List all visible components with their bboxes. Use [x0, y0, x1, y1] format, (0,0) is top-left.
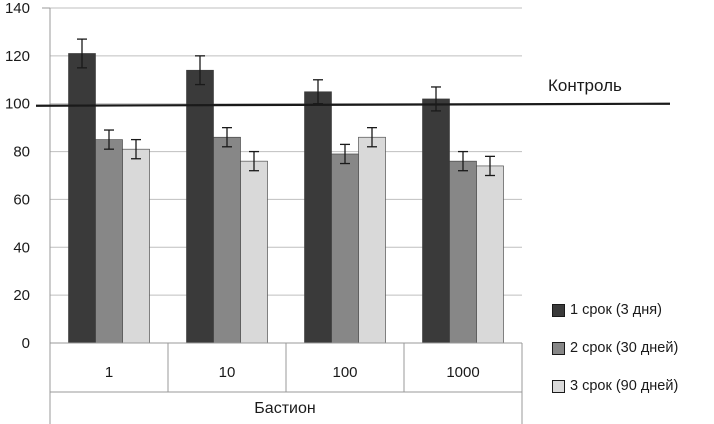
- legend-swatch-series-1: [552, 303, 565, 317]
- bar-series-3-cat-100: [358, 136, 386, 344]
- legend-swatch-series-2: [552, 341, 565, 355]
- y-tick-label-20: 20: [13, 287, 30, 304]
- bar-series-2-cat-1: [95, 139, 123, 344]
- bar-series-2-cat-10: [213, 136, 241, 344]
- bar-series-3-cat-10: [240, 160, 268, 344]
- y-tick-label-140: 140: [5, 0, 30, 17]
- legend-item-series-1: 1 срок (3 дня): [552, 300, 712, 320]
- bar-series-2-cat-100: [331, 153, 359, 344]
- reference-line: [35, 102, 671, 107]
- bar-series-3-cat-1: [122, 148, 150, 344]
- legend-label-series-3: 3 срок (90 дней): [570, 378, 679, 394]
- legend-item-series-2: 2 срок (30 дней): [552, 338, 712, 358]
- y-tick-label-100: 100: [5, 96, 30, 113]
- legend-item-series-3: 3 срок (90 дней): [552, 376, 712, 396]
- x-tick-label-100: 100: [332, 364, 357, 381]
- x-tick-label-1: 1: [105, 364, 113, 381]
- bar-series-1-cat-1000: [422, 98, 450, 344]
- y-tick-label-40: 40: [13, 239, 30, 256]
- y-tick-label-60: 60: [13, 191, 30, 208]
- legend-swatch-series-3: [552, 379, 565, 393]
- legend-label-series-1: 1 срок (3 дня): [570, 302, 662, 318]
- axes-layer: 0 20 40 60 80 100 120 140 1 10 100 1000: [5, 0, 523, 424]
- x-tick-label-1000: 1000: [446, 364, 479, 381]
- y-tick-label-0: 0: [22, 335, 30, 352]
- legend-label-series-2: 2 срок (30 дней): [570, 340, 679, 356]
- bar-series-3-cat-1000: [476, 165, 504, 344]
- bar-series-1-cat-10: [186, 69, 214, 344]
- x-axis-title: Бастион: [254, 400, 316, 417]
- reference-layer: [35, 102, 671, 107]
- bars-layer: [68, 38, 504, 344]
- reference-line-label: Контроль: [548, 76, 622, 95]
- bar-series-1-cat-100: [304, 91, 332, 344]
- bar-series-2-cat-1000: [449, 160, 477, 344]
- y-tick-label-120: 120: [5, 48, 30, 65]
- legend: 1 срок (3 дня) 2 срок (30 дней) 3 срок (…: [552, 300, 712, 414]
- x-tick-label-10: 10: [219, 364, 236, 381]
- bar-series-1-cat-1: [68, 53, 96, 344]
- y-tick-label-80: 80: [13, 144, 30, 161]
